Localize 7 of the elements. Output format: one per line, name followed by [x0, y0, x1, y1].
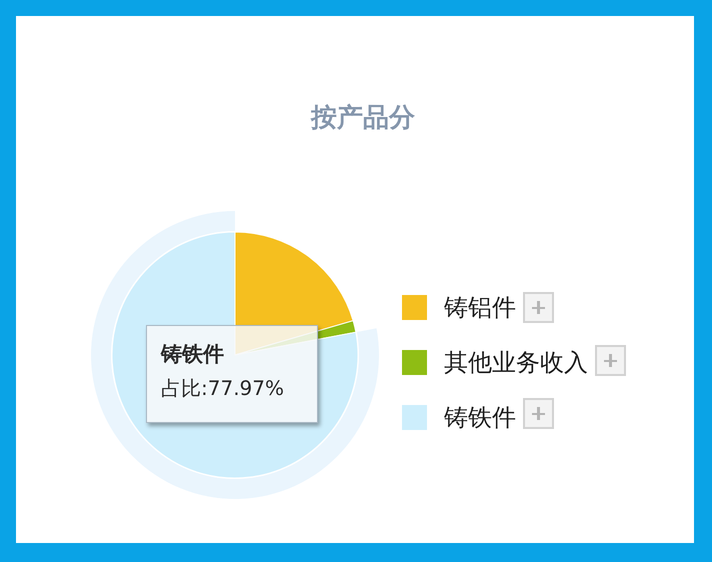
chart-title: 按产品分 [310, 103, 416, 133]
legend-label: 其他业务收入 [444, 348, 588, 376]
legend-label: 铸铁件 [443, 404, 516, 432]
slice-label: 铸铁件 [161, 342, 224, 366]
data-label: 占比:77.97% [161, 376, 284, 400]
tooltip: 铸铁件 占比:77.97% [146, 325, 318, 423]
legend-label: 铸铝件 [443, 294, 516, 322]
